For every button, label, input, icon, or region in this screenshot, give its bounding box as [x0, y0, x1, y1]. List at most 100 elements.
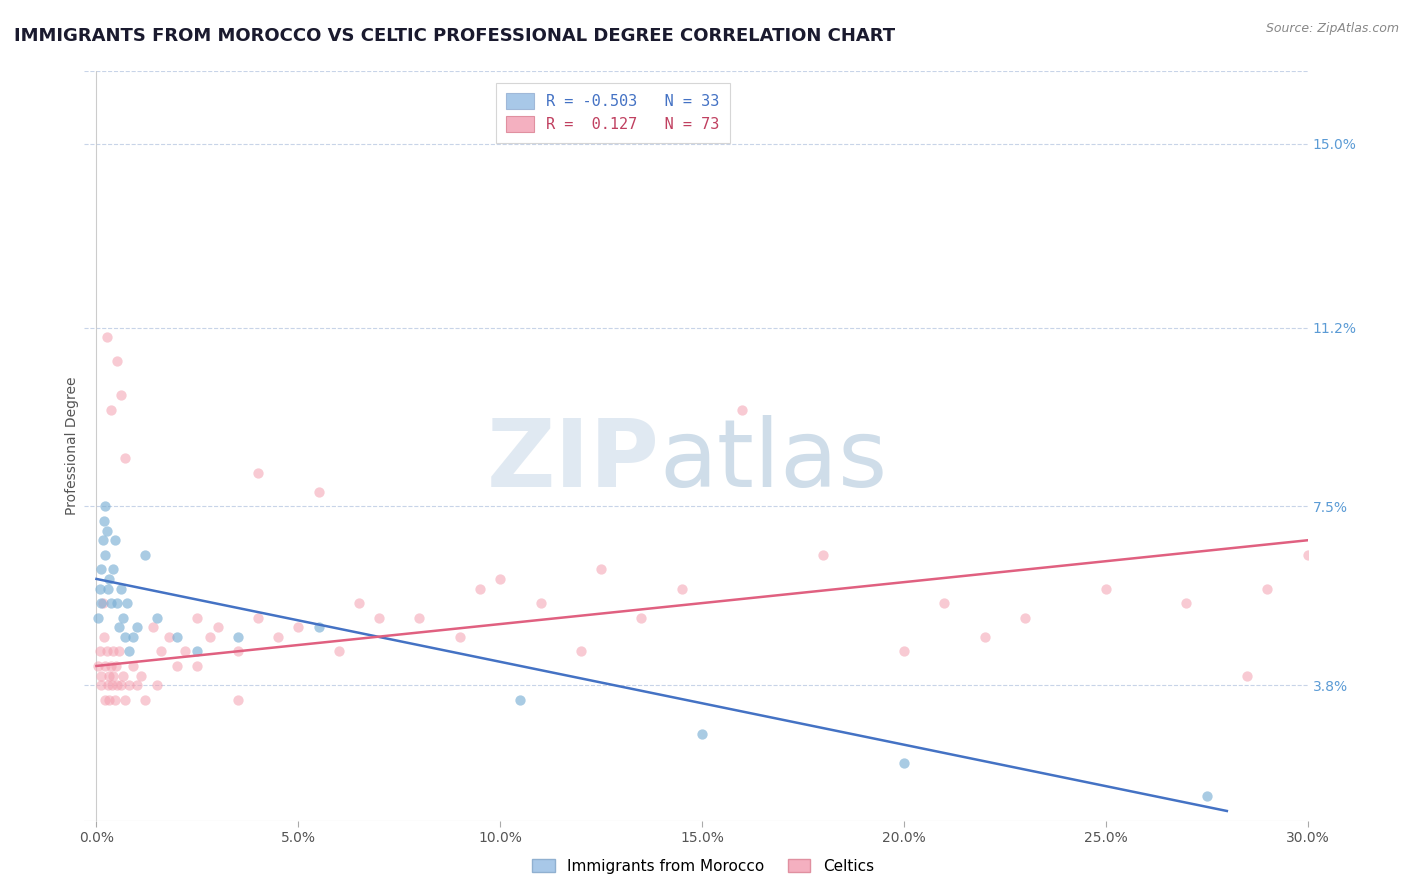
Point	[811, 548, 834, 562]
Point	[121, 630, 143, 644]
Point	[96, 330, 118, 344]
Point	[198, 630, 221, 644]
Point	[87, 659, 110, 673]
Point	[105, 354, 128, 368]
Point	[94, 693, 117, 707]
Point	[101, 562, 124, 576]
Point	[591, 562, 613, 576]
Point	[129, 668, 152, 682]
Point	[207, 620, 229, 634]
Point	[105, 678, 128, 692]
Point	[368, 610, 391, 624]
Point	[174, 644, 197, 658]
Point	[89, 582, 111, 596]
Point	[509, 693, 531, 707]
Point	[267, 630, 290, 644]
Point	[1296, 548, 1319, 562]
Point	[104, 693, 127, 707]
Point	[973, 630, 995, 644]
Point	[104, 659, 127, 673]
Point	[100, 402, 122, 417]
Point	[94, 548, 117, 562]
Point	[121, 659, 143, 673]
Point	[89, 644, 111, 658]
Point	[1175, 596, 1198, 610]
Point	[690, 726, 713, 740]
Point	[731, 402, 754, 417]
Point	[98, 693, 121, 707]
Point	[529, 596, 551, 610]
Legend: R = -0.503   N = 33, R =  0.127   N = 73: R = -0.503 N = 33, R = 0.127 N = 73	[496, 83, 730, 143]
Point	[115, 596, 138, 610]
Point	[114, 630, 136, 644]
Point	[103, 668, 125, 682]
Point	[101, 678, 124, 692]
Point	[226, 644, 249, 658]
Point	[186, 610, 208, 624]
Point	[125, 678, 148, 692]
Point	[408, 610, 430, 624]
Point	[630, 610, 652, 624]
Point	[186, 659, 208, 673]
Point	[146, 678, 169, 692]
Point	[308, 484, 330, 499]
Point	[328, 644, 350, 658]
Point	[308, 620, 330, 634]
Point	[934, 596, 956, 610]
Point	[93, 500, 115, 514]
Point	[101, 644, 124, 658]
Point	[246, 610, 269, 624]
Point	[226, 630, 249, 644]
Point	[96, 524, 118, 538]
Point	[449, 630, 471, 644]
Point	[114, 693, 136, 707]
Point	[110, 678, 132, 692]
Point	[166, 659, 188, 673]
Point	[114, 451, 136, 466]
Point	[468, 582, 491, 596]
Point	[100, 596, 122, 610]
Point	[1014, 610, 1036, 624]
Point	[107, 644, 129, 658]
Legend: Immigrants from Morocco, Celtics: Immigrants from Morocco, Celtics	[526, 853, 880, 880]
Point	[93, 659, 115, 673]
Point	[157, 630, 180, 644]
Point	[97, 582, 120, 596]
Point	[1195, 789, 1218, 804]
Point	[118, 644, 141, 658]
Point	[142, 620, 165, 634]
Point	[104, 533, 127, 548]
Point	[110, 582, 132, 596]
Point	[226, 693, 249, 707]
Text: ZIP: ZIP	[486, 415, 659, 507]
Point	[90, 668, 112, 682]
Point	[347, 596, 370, 610]
Text: Source: ZipAtlas.com: Source: ZipAtlas.com	[1265, 22, 1399, 36]
Point	[150, 644, 173, 658]
Point	[89, 678, 111, 692]
Text: IMMIGRANTS FROM MOROCCO VS CELTIC PROFESSIONAL DEGREE CORRELATION CHART: IMMIGRANTS FROM MOROCCO VS CELTIC PROFES…	[14, 27, 896, 45]
Point	[100, 659, 122, 673]
Point	[287, 620, 309, 634]
Point	[96, 644, 118, 658]
Point	[134, 548, 156, 562]
Text: atlas: atlas	[659, 415, 887, 507]
Point	[111, 668, 134, 682]
Point	[246, 466, 269, 480]
Point	[91, 596, 114, 610]
Point	[97, 668, 120, 682]
Point	[89, 562, 111, 576]
Point	[166, 630, 188, 644]
Point	[893, 756, 915, 770]
Point	[146, 610, 169, 624]
Point	[93, 514, 115, 528]
Point	[134, 693, 156, 707]
Point	[118, 678, 141, 692]
Point	[1094, 582, 1116, 596]
Point	[569, 644, 592, 658]
Point	[1236, 668, 1258, 682]
Point	[87, 610, 110, 624]
Point	[1256, 582, 1278, 596]
Y-axis label: Professional Degree: Professional Degree	[65, 376, 79, 516]
Point	[97, 572, 120, 586]
